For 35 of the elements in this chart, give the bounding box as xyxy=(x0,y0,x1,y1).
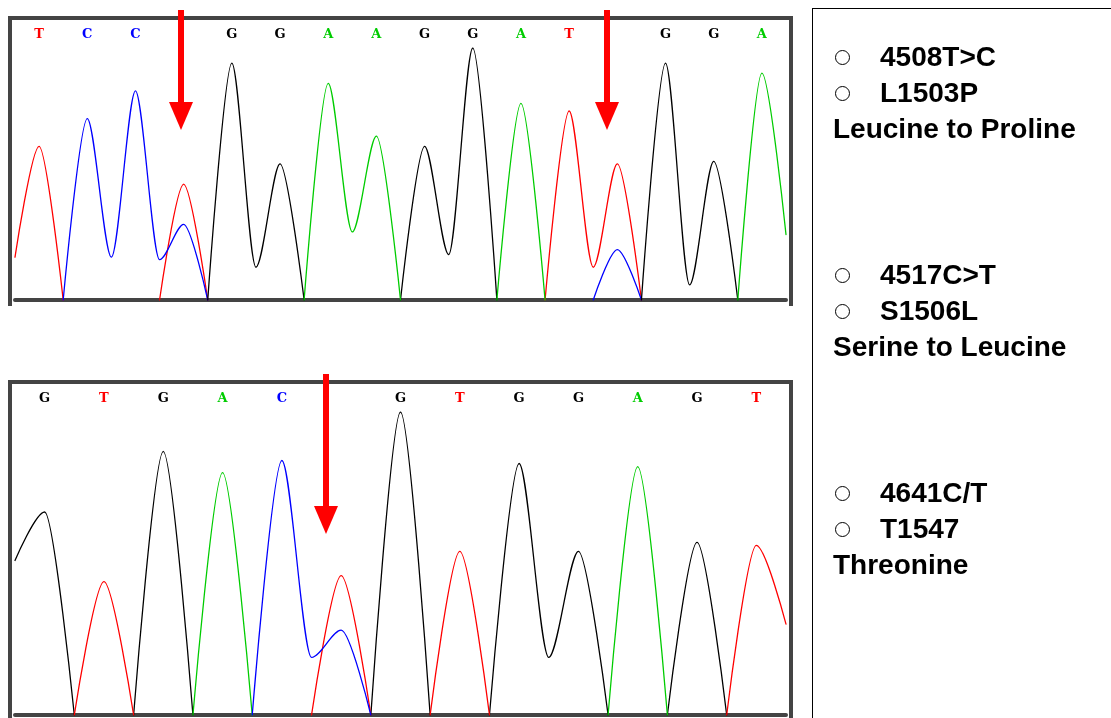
x-tick-label: G xyxy=(659,26,672,41)
x-tick-label: G xyxy=(419,26,431,41)
text: S1506L xyxy=(880,294,979,328)
text: 4641C/T xyxy=(880,476,988,510)
x-tick-label: G xyxy=(467,26,479,41)
x-tick-label: C xyxy=(130,26,141,41)
x-tick-label: G xyxy=(691,390,703,405)
x-tick-label: A xyxy=(370,26,383,41)
x-tick-label: G xyxy=(572,390,584,405)
text: L1503P xyxy=(880,76,979,110)
x-tick-label: T xyxy=(454,390,465,405)
x-tick-label: G xyxy=(708,26,720,41)
x-tick-label: T xyxy=(751,390,762,405)
x-tick-label: G xyxy=(39,390,51,405)
x-tick-label: C xyxy=(82,26,93,41)
text: Threonine xyxy=(833,548,969,582)
x-tick-label: G xyxy=(226,26,238,41)
x-tick-label: T xyxy=(564,26,575,41)
x-tick-label: A xyxy=(216,390,229,405)
text: T1547 xyxy=(880,512,960,546)
text: Serine to Leucine xyxy=(833,330,1067,364)
x-tick-label: T xyxy=(34,26,45,41)
x-tick-label: A xyxy=(514,26,527,41)
x-tick-label: C xyxy=(276,390,288,405)
x-tick-label: A xyxy=(755,26,768,41)
x-tick-label: G xyxy=(274,26,286,41)
x-tick-label: G xyxy=(157,390,169,405)
x-tick-label: G xyxy=(394,390,407,405)
x-tick-label: G xyxy=(513,390,525,405)
x-tick-label: T xyxy=(99,390,110,405)
text: Leucine to Proline xyxy=(833,112,1076,146)
text: 4508T>C xyxy=(880,40,996,74)
x-tick-label: A xyxy=(631,390,644,405)
x-tick-label: A xyxy=(322,26,335,41)
text: 4517C>T xyxy=(880,258,996,292)
